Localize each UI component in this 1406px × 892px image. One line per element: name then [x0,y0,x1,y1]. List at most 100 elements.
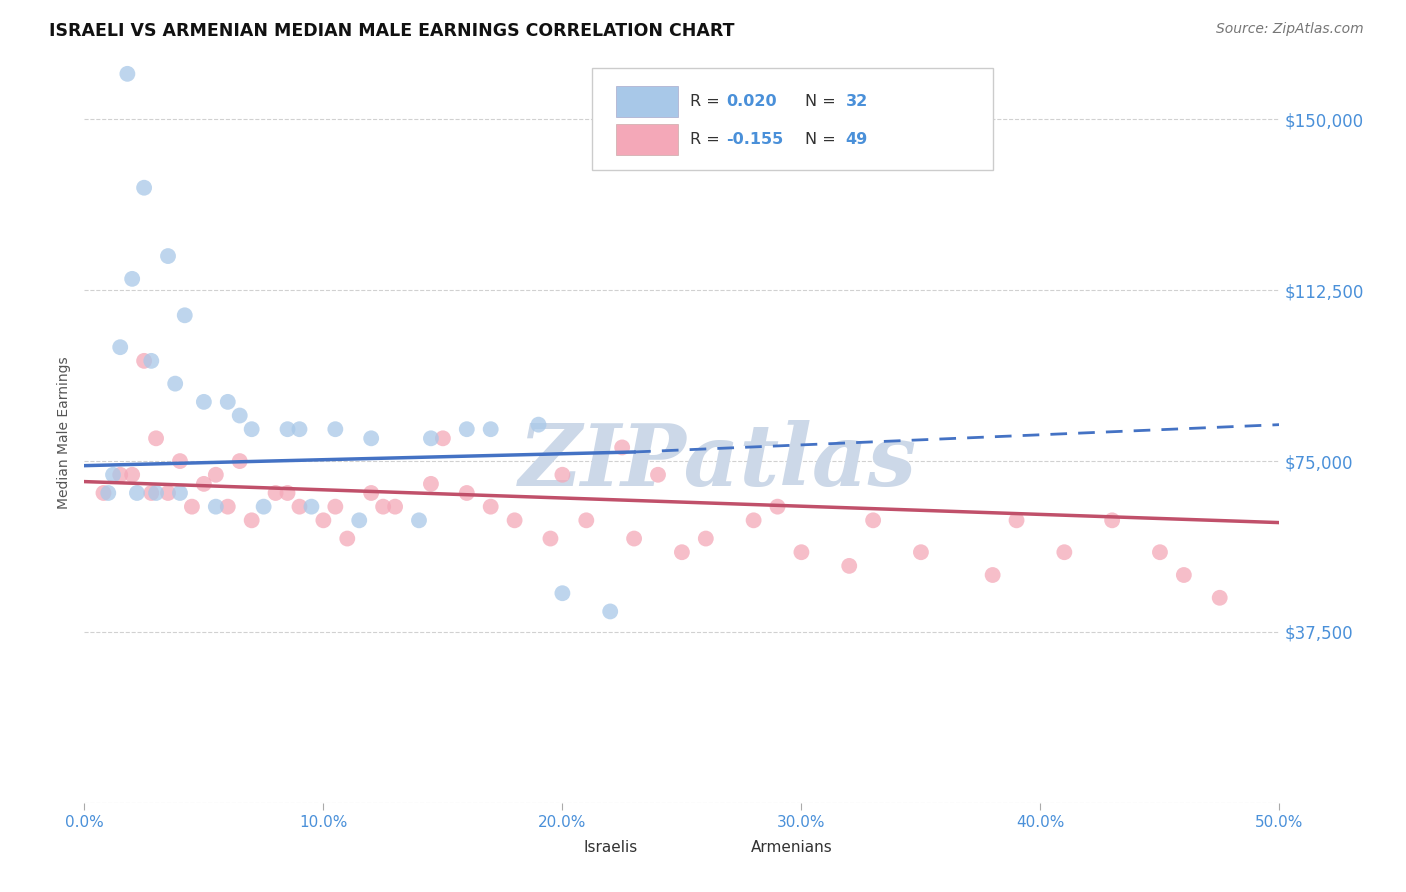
Point [110,340,132,354]
Point [181,500,204,514]
Point [360,486,382,500]
Point [97,486,120,500]
Point [217,395,239,409]
Point [420,431,443,445]
Text: R =: R = [690,132,725,147]
Point [110,467,132,482]
Point [165,376,187,391]
Point [623,532,645,546]
Point [838,558,860,573]
Point [575,513,598,527]
FancyBboxPatch shape [592,68,993,169]
Point [288,422,311,436]
Point [141,486,163,500]
Point [169,454,191,468]
Point [229,454,252,468]
Point [408,513,430,527]
Point [288,500,311,514]
Point [145,486,167,500]
Point [117,67,139,81]
Point [527,417,550,432]
Point [253,500,276,514]
Point [217,500,239,514]
Point [336,532,359,546]
Point [373,500,395,514]
Point [121,272,143,286]
Point [93,486,115,500]
Point [1053,545,1076,559]
FancyBboxPatch shape [616,124,678,155]
Point [599,604,621,618]
Text: N =: N = [806,132,841,147]
Text: ISRAELI VS ARMENIAN MEDIAN MALE EARNINGS CORRELATION CHART: ISRAELI VS ARMENIAN MEDIAN MALE EARNINGS… [49,22,735,40]
Point [360,431,382,445]
Point [125,486,148,500]
Text: Armenians: Armenians [751,840,832,855]
Point [312,513,335,527]
Point [325,422,347,436]
FancyBboxPatch shape [703,836,747,860]
Point [173,308,195,322]
Point [1005,513,1028,527]
Point [240,422,263,436]
Point [229,409,252,423]
Point [910,545,932,559]
Point [141,354,163,368]
Point [1101,513,1123,527]
Point [420,476,443,491]
Text: ZIPatlas: ZIPatlas [519,420,917,504]
Point [169,486,191,500]
Text: -0.155: -0.155 [725,132,783,147]
Point [1149,545,1171,559]
Text: 49: 49 [845,132,868,147]
Point [790,545,813,559]
Point [551,586,574,600]
Point [766,500,789,514]
Point [742,513,765,527]
Point [121,467,143,482]
Text: Source: ZipAtlas.com: Source: ZipAtlas.com [1216,22,1364,37]
Text: R =: R = [690,95,725,109]
Point [1173,568,1195,582]
Point [540,532,562,546]
Point [157,486,180,500]
Point [325,500,347,514]
Point [551,467,574,482]
Point [264,486,287,500]
Point [479,422,502,436]
Point [277,486,299,500]
FancyBboxPatch shape [536,836,579,860]
Text: Israelis: Israelis [583,840,638,855]
Point [862,513,884,527]
Point [432,431,454,445]
Point [205,500,228,514]
Point [101,467,124,482]
Point [384,500,406,514]
Point [349,513,371,527]
Point [456,486,478,500]
Point [981,568,1004,582]
Point [132,180,156,194]
FancyBboxPatch shape [616,87,678,117]
Point [157,249,180,263]
Point [205,467,228,482]
Point [695,532,717,546]
Point [1209,591,1232,605]
Point [132,354,156,368]
Point [647,467,669,482]
Text: 32: 32 [845,95,868,109]
Point [193,395,215,409]
Point [612,441,634,455]
Point [671,545,693,559]
Point [301,500,323,514]
Point [240,513,263,527]
Text: N =: N = [806,95,841,109]
Y-axis label: Median Male Earnings: Median Male Earnings [58,356,72,509]
Point [145,431,167,445]
Point [503,513,526,527]
Point [456,422,478,436]
Point [193,476,215,491]
Text: 0.020: 0.020 [725,95,776,109]
Point [479,500,502,514]
Point [277,422,299,436]
